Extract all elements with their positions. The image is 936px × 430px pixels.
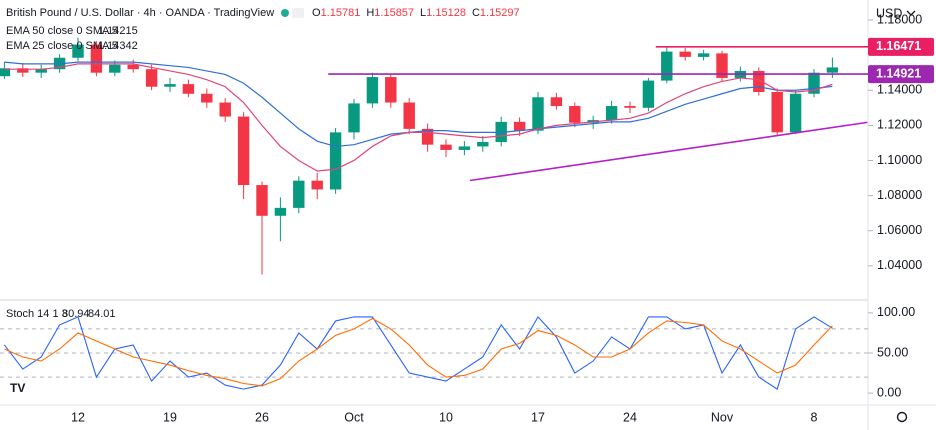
candle-body (329, 132, 342, 190)
logo-mark: TV (10, 381, 25, 395)
candle-body (789, 93, 802, 133)
x-tick-label: 24 (623, 410, 637, 424)
settings-icon[interactable] (896, 411, 908, 423)
candle-body (0, 68, 11, 77)
candle-body (182, 84, 195, 94)
x-tick-label: Nov (711, 410, 734, 424)
candle-body (366, 77, 379, 104)
stoch-pane (0, 315, 868, 390)
candle-body (201, 93, 213, 103)
candle-body (256, 185, 268, 216)
y-tick-label: 1.06000 (877, 223, 922, 237)
candle-body (826, 67, 839, 73)
status-icon (292, 8, 304, 18)
candle-body (624, 106, 636, 108)
x-tick-label: 12 (71, 410, 85, 424)
y-tick-label: 1.10000 (877, 153, 922, 167)
y-tick-label: 1.04000 (877, 258, 922, 272)
y-tick-label: 100.00 (877, 305, 915, 319)
candle-body (164, 84, 176, 87)
candle-body (569, 106, 581, 123)
x-tick-label: 19 (163, 410, 177, 424)
y-tick-label: 1.08000 (877, 188, 922, 202)
candle-body (642, 80, 655, 108)
level-label: 1.14921 (876, 66, 921, 80)
line-series (4, 63, 833, 172)
candle-body (661, 51, 673, 81)
ohlc-value: 1.15128 (426, 7, 466, 19)
indicator-value: 80.94 (62, 308, 90, 320)
indicator-value: 84.01 (88, 308, 116, 320)
ohlc-name: L (420, 7, 426, 19)
candle-body (72, 44, 84, 58)
line-series (4, 61, 833, 148)
trend-line (469, 121, 868, 182)
candle-body (808, 72, 820, 94)
y-tick-label: 0.00 (877, 385, 901, 399)
x-tick-label: 17 (531, 410, 545, 424)
ohlc-name: H (366, 7, 374, 19)
x-tick-label: 10 (439, 410, 453, 424)
candle-body (90, 44, 103, 73)
chart-title: British Pound / U.S. Dollar · 4h · OANDA… (6, 7, 274, 19)
candle-body (219, 102, 231, 117)
x-tick-label: 8 (811, 410, 818, 424)
ohlc-value: 1.15781 (321, 7, 361, 19)
candle-body (145, 69, 158, 87)
x-tick-label: Oct (344, 410, 364, 424)
candle-body (440, 144, 452, 150)
indicator-name: Stoch 14 1 3 (6, 308, 68, 320)
candle-body (458, 146, 471, 150)
ohlc-name: C (472, 7, 480, 19)
ohlc-name: O (312, 7, 321, 19)
candle-body (293, 180, 305, 208)
x-tick-label: 26 (255, 410, 269, 424)
candle-body (17, 68, 29, 73)
price-pane (0, 37, 868, 275)
indicator-name: EMA 50 close 0 SMA 5 (6, 25, 118, 37)
candle-body (237, 116, 250, 186)
candle-body (311, 180, 323, 190)
ohlc-value: 1.15297 (480, 7, 520, 19)
y-tick-label: 1.12000 (877, 118, 922, 132)
candle-body (753, 70, 765, 92)
candle-body (274, 207, 287, 216)
indicator-value: 1.14342 (98, 40, 138, 52)
candle-body (532, 97, 544, 131)
status-dot (281, 9, 289, 17)
indicator-value: 1.14215 (98, 25, 138, 37)
candle-body (605, 106, 618, 121)
level-label-box (868, 65, 934, 84)
line-series (4, 317, 833, 387)
currency-dropdown[interactable] (906, 10, 916, 16)
line-series (3, 315, 833, 390)
candle-body (421, 128, 434, 145)
candle-body (697, 53, 710, 57)
y-tick-label: 1.14000 (877, 83, 922, 97)
y-tick-label: 50.00 (877, 345, 908, 359)
candle-body (109, 64, 121, 73)
ohlc-value: 1.15857 (374, 7, 414, 19)
candle-body (403, 102, 415, 129)
candle-body (477, 142, 489, 147)
overlay: 1.04000 1.06000 1.08000 1.10000 1.12000 1.140… (6, 7, 934, 424)
candle-body (679, 51, 691, 57)
candle-body (550, 97, 563, 107)
currency[interactable]: USD (876, 6, 902, 20)
candle-body (35, 69, 47, 73)
candle-body (771, 92, 783, 133)
candle-body (716, 53, 728, 78)
indicator-name: EMA 25 close 0 SMA 5 (6, 40, 118, 52)
candle-body (348, 103, 360, 133)
candle-body (513, 121, 526, 131)
candle-body (127, 64, 139, 70)
level-label-box (868, 37, 934, 56)
candle-body (385, 77, 397, 103)
level-label: 1.16471 (876, 39, 921, 53)
ohlc-values: O1.15781 H1.15857 L1.15128 C1.15297 (312, 7, 520, 19)
